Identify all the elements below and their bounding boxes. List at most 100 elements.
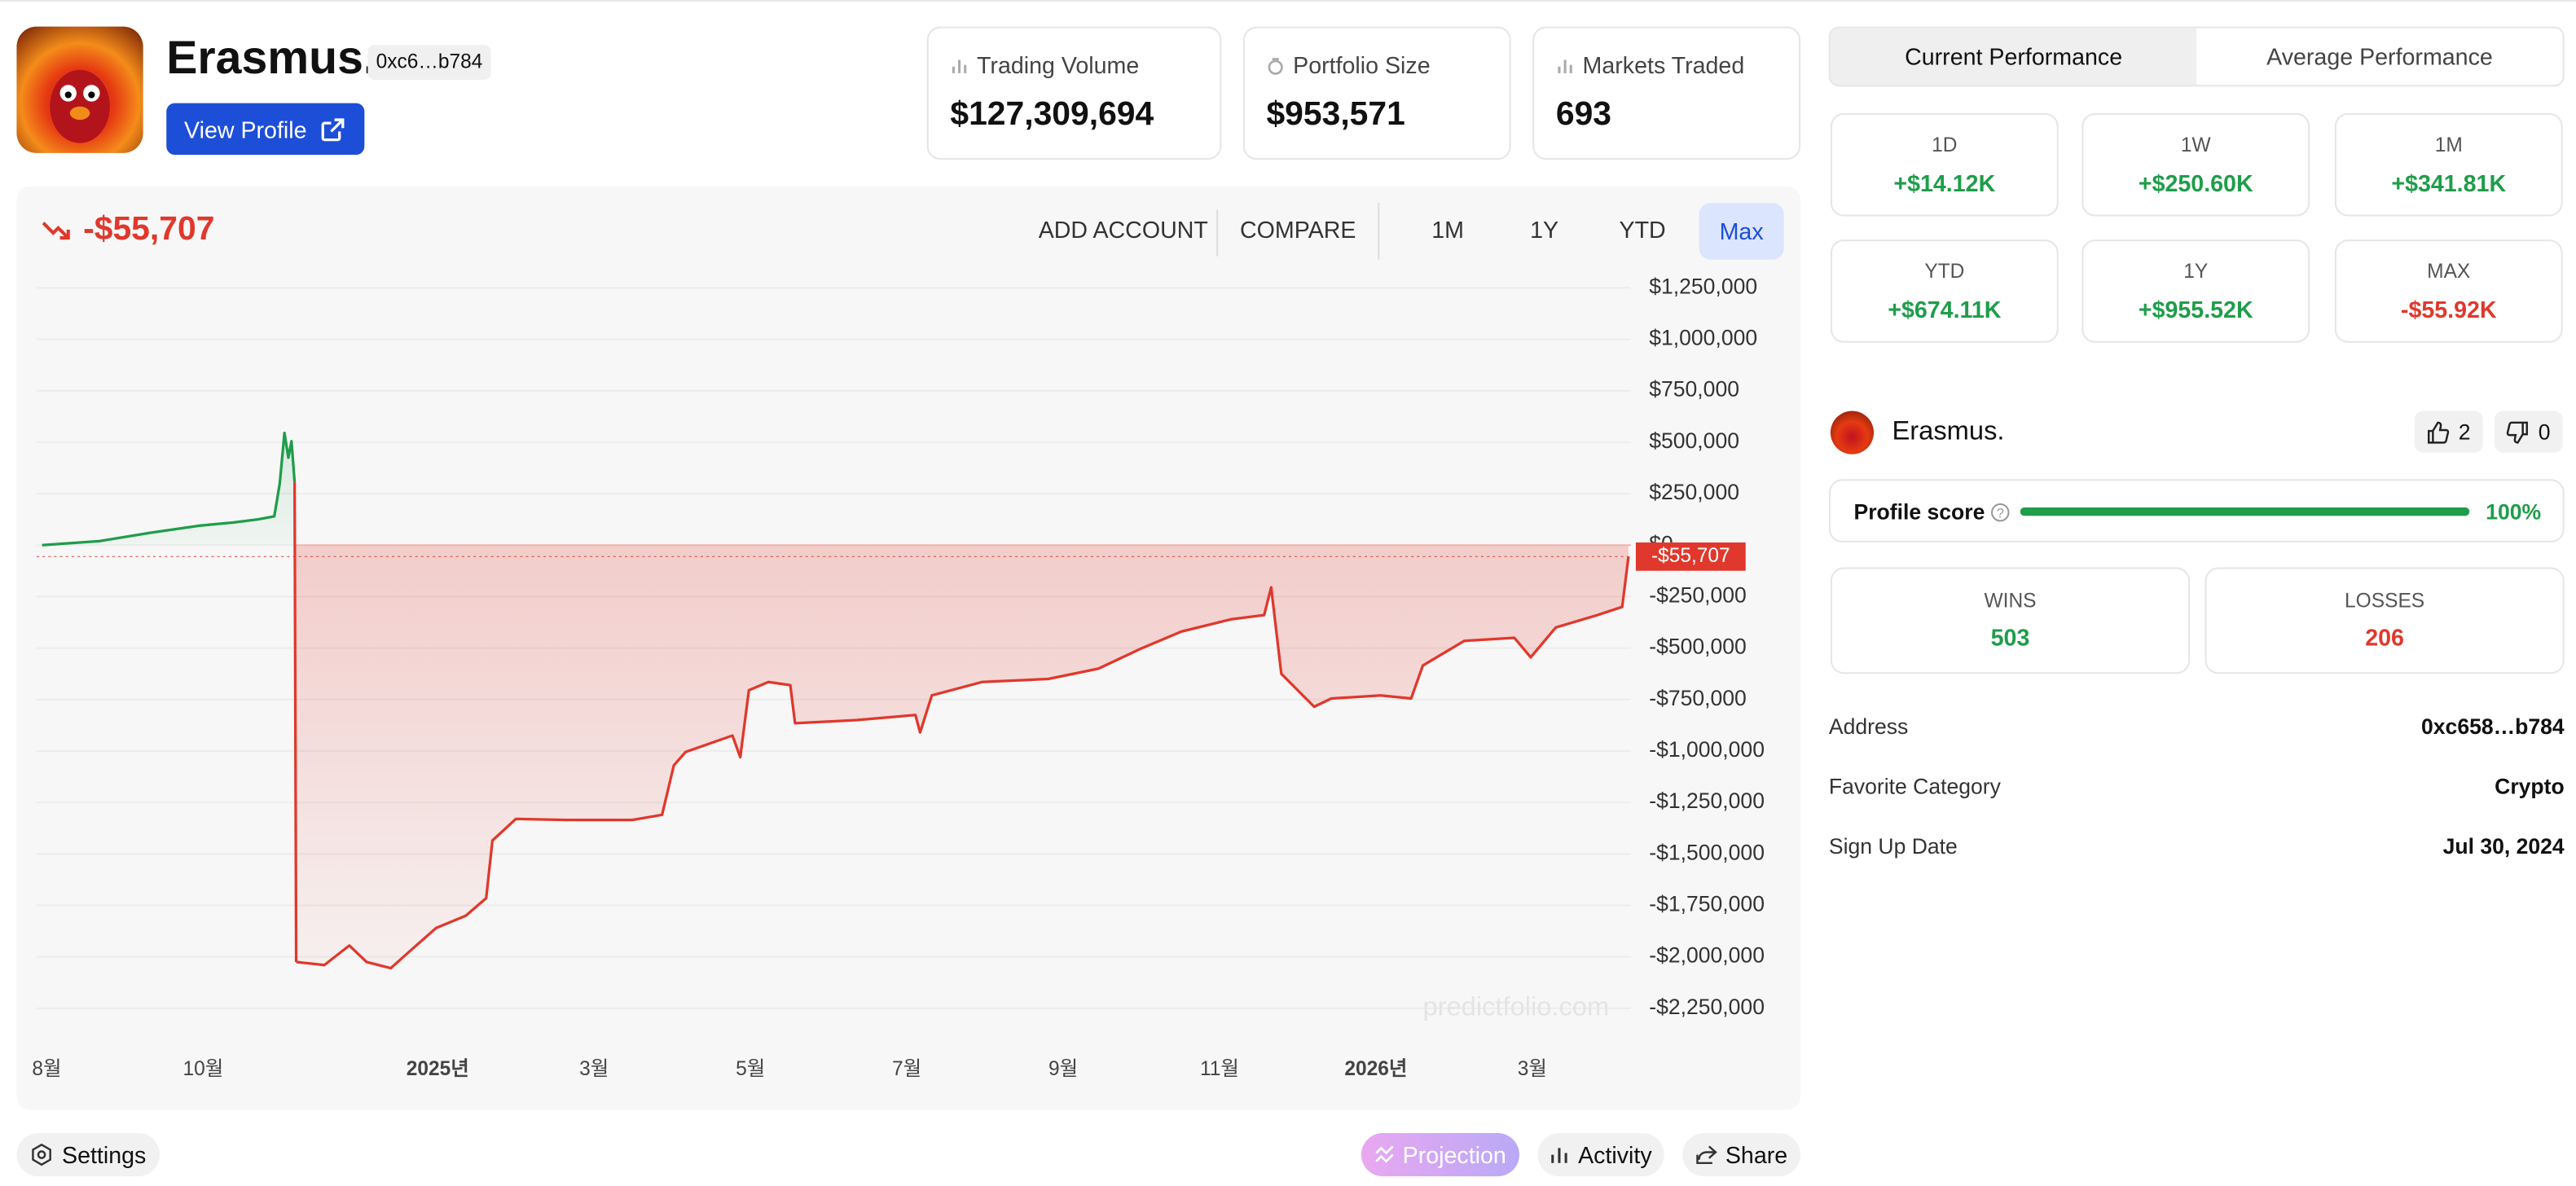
y-tick-label: -$250,000	[1649, 582, 1747, 607]
losses-label: LOSSES	[2345, 589, 2425, 613]
label: Projection	[1402, 1141, 1506, 1168]
profile-name: Erasmus.	[166, 31, 376, 84]
x-tick-label: 3월	[579, 1058, 609, 1080]
svg-text:?: ?	[1997, 506, 2004, 521]
performance-label: 1Y	[2183, 259, 2209, 283]
detail-label: Sign Up Date	[1828, 833, 1958, 859]
avatar	[16, 26, 143, 153]
change-value: -$55,707	[83, 211, 215, 248]
y-tick-label: -$750,000	[1649, 686, 1747, 710]
label: Settings	[61, 1141, 147, 1168]
activity-button[interactable]: Activity	[1537, 1133, 1664, 1177]
wins-value: 503	[1990, 623, 2030, 651]
losses-box: LOSSES 206	[2205, 567, 2565, 674]
losses-value: 206	[2365, 623, 2404, 651]
x-tick-label: 5월	[736, 1058, 765, 1080]
label: Activity	[1578, 1141, 1652, 1168]
compare-button[interactable]: COMPARE	[1240, 216, 1356, 244]
x-tick-label: 7월	[892, 1058, 921, 1080]
change-header: -$55,707	[40, 211, 214, 249]
loss-line	[296, 556, 1630, 970]
score-label: 100%	[2486, 499, 2542, 525]
watermark: predictfolio.com	[1422, 991, 1609, 1021]
separator	[1216, 209, 1219, 257]
performance-value: -$55.92K	[2400, 296, 2497, 323]
range-button-active[interactable]: Max	[1699, 203, 1784, 260]
y-tick-label: -$500,000	[1649, 635, 1747, 659]
performance-label: YTD	[1924, 259, 1965, 283]
stat-label: Trading Volume	[950, 51, 1139, 78]
top-border	[0, 0, 2576, 2]
score-bar	[2020, 507, 2470, 516]
small-avatar	[1830, 411, 1875, 455]
external-icon	[322, 117, 345, 141]
thumbs-up-icon	[2428, 420, 2451, 443]
stat-value: $127,309,694	[950, 96, 1154, 134]
settings-button[interactable]: Settings	[16, 1133, 160, 1177]
performance-value: +$674.11K	[1888, 296, 2002, 323]
performance-card: 1D +$14.12K	[1830, 112, 2059, 217]
activity-icon	[1551, 1148, 1568, 1163]
dislike-count: 0	[2538, 419, 2551, 445]
stat-label: Markets Traded	[1556, 51, 1744, 78]
profile-card-name: Erasmus.	[1892, 417, 2005, 446]
x-tick-label: 11월	[1200, 1058, 1239, 1080]
tab-active[interactable]: Current Performance	[1830, 28, 2197, 86]
stat-card: Portfolio Size $953,571	[1242, 26, 1511, 160]
tab[interactable]: Average Performance	[2266, 43, 2493, 70]
performance-label: MAX	[2427, 259, 2471, 283]
y-tick-label: -$1,000,000	[1649, 737, 1765, 762]
y-tick-label: $1,000,000	[1649, 326, 1757, 350]
like-count: 2	[2458, 419, 2471, 445]
icon	[952, 59, 967, 72]
stat-card: Trading Volume $127,309,694	[926, 26, 1222, 160]
help-icon[interactable]: ?	[1990, 503, 2011, 523]
performance-card: 1M +$341.81K	[2334, 112, 2563, 217]
performance-label: 1D	[1932, 133, 1958, 157]
stat-label: Portfolio Size	[1266, 51, 1431, 78]
separator	[1378, 203, 1380, 260]
add-account-button[interactable]: ADD ACCOUNT	[1038, 216, 1208, 244]
address-badge[interactable]: 0xc6…b784	[367, 45, 491, 81]
wins-box: WINS 503	[1830, 567, 2191, 674]
like-button[interactable]: 2	[2414, 411, 2483, 453]
gain-line	[42, 431, 297, 547]
stat-card: Markets Traded 693	[1532, 26, 1801, 160]
dislike-button[interactable]: 0	[2494, 411, 2563, 453]
detail-label: Address	[1828, 714, 1909, 739]
range-button[interactable]: 1M	[1431, 216, 1464, 244]
projection-icon	[1375, 1145, 1394, 1163]
y-tick-label: -$1,750,000	[1649, 892, 1765, 916]
share-button[interactable]: Share	[1682, 1133, 1801, 1177]
score-title: Profile score	[1853, 499, 1985, 525]
y-tick-label: -$1,250,000	[1649, 788, 1765, 813]
stat-value: $953,571	[1266, 96, 1405, 134]
last-value-tag	[1635, 542, 1746, 571]
detail-value: 0xc658…b784	[2421, 714, 2565, 739]
last-value-label: -$55,707	[1651, 545, 1730, 567]
score-track	[2020, 507, 2470, 516]
label: Trading Volume	[977, 51, 1140, 79]
button-label: View Profile	[184, 115, 307, 143]
icon	[1268, 57, 1283, 74]
range-button[interactable]: YTD	[1619, 216, 1666, 244]
x-tick-label: 3월	[1518, 1058, 1547, 1080]
performance-card: 1Y +$955.52K	[2081, 239, 2310, 343]
y-tick-label: -$2,000,000	[1649, 943, 1765, 968]
detail-value: Jul 30, 2024	[2442, 833, 2565, 859]
performance-label: 1W	[2180, 133, 2211, 157]
performance-value: +$955.52K	[2138, 296, 2253, 323]
y-tick-label: $250,000	[1649, 480, 1739, 504]
view-profile-button[interactable]: View Profile	[166, 103, 365, 155]
range-button[interactable]: 1Y	[1530, 216, 1559, 244]
y-tick-label: -$2,250,000	[1649, 995, 1765, 1019]
share-icon	[1695, 1145, 1717, 1165]
stat-value: 693	[1555, 96, 1612, 134]
detail-value: Crypto	[2495, 773, 2565, 799]
x-tick-label: 2026년	[1344, 1057, 1407, 1080]
x-tick-label: 9월	[1048, 1058, 1078, 1080]
projection-button[interactable]: Projection	[1361, 1133, 1519, 1177]
performance-card: YTD +$674.11K	[1830, 239, 2059, 343]
